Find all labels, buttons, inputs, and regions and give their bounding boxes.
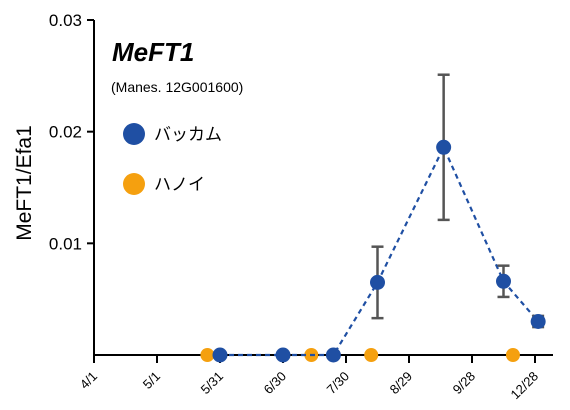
y-ticks: 0.01 0.02 0.03 bbox=[49, 11, 94, 253]
legend-label-bakkam: バッカム bbox=[154, 125, 222, 144]
chart-subtitle: (Manes. 12G001600) bbox=[111, 79, 243, 95]
x-tick-label: 5/31 bbox=[198, 369, 227, 398]
data-point-bakkam bbox=[325, 347, 341, 363]
data-point-hanoi bbox=[364, 348, 379, 362]
data-point-bakkam bbox=[496, 273, 511, 289]
x-tick-label: 6/30 bbox=[261, 369, 290, 398]
series-line-bakkam bbox=[220, 144, 539, 357]
data-point-bakkam bbox=[275, 347, 291, 363]
x-tick-label: 4/1 bbox=[77, 369, 100, 392]
data-point-bakkam bbox=[436, 139, 452, 155]
legend-label-hanoi: ハノイ bbox=[154, 175, 205, 194]
y-tick-label: 0.03 bbox=[49, 11, 82, 30]
data-point-bakkam bbox=[212, 347, 228, 363]
series-layer bbox=[200, 73, 546, 363]
x-tick-label: 9/28 bbox=[450, 369, 479, 398]
x-tick-label: 7/30 bbox=[324, 369, 353, 398]
data-point-hanoi bbox=[200, 348, 215, 362]
legend-swatch-hanoi bbox=[123, 173, 145, 195]
y-axis-label: MeFT1/Efa1 bbox=[13, 125, 36, 241]
y-tick-label: 0.01 bbox=[49, 234, 82, 253]
x-ticks: 4/1 5/1 5/31 6/30 7/30 8/29 9/28 12/28 bbox=[77, 355, 541, 402]
legend-swatch-bakkam bbox=[123, 123, 145, 145]
data-point-hanoi bbox=[505, 348, 520, 362]
y-tick-label: 0.02 bbox=[49, 123, 82, 142]
data-point-bakkam bbox=[530, 314, 546, 329]
x-tick-label: 5/1 bbox=[140, 369, 163, 392]
x-tick-label: 12/28 bbox=[508, 369, 542, 403]
x-tick-label: 8/29 bbox=[387, 369, 416, 398]
chart-title: MeFT1 bbox=[112, 37, 194, 67]
data-point-bakkam bbox=[370, 274, 385, 290]
legend: バッカム ハノイ bbox=[123, 123, 222, 195]
